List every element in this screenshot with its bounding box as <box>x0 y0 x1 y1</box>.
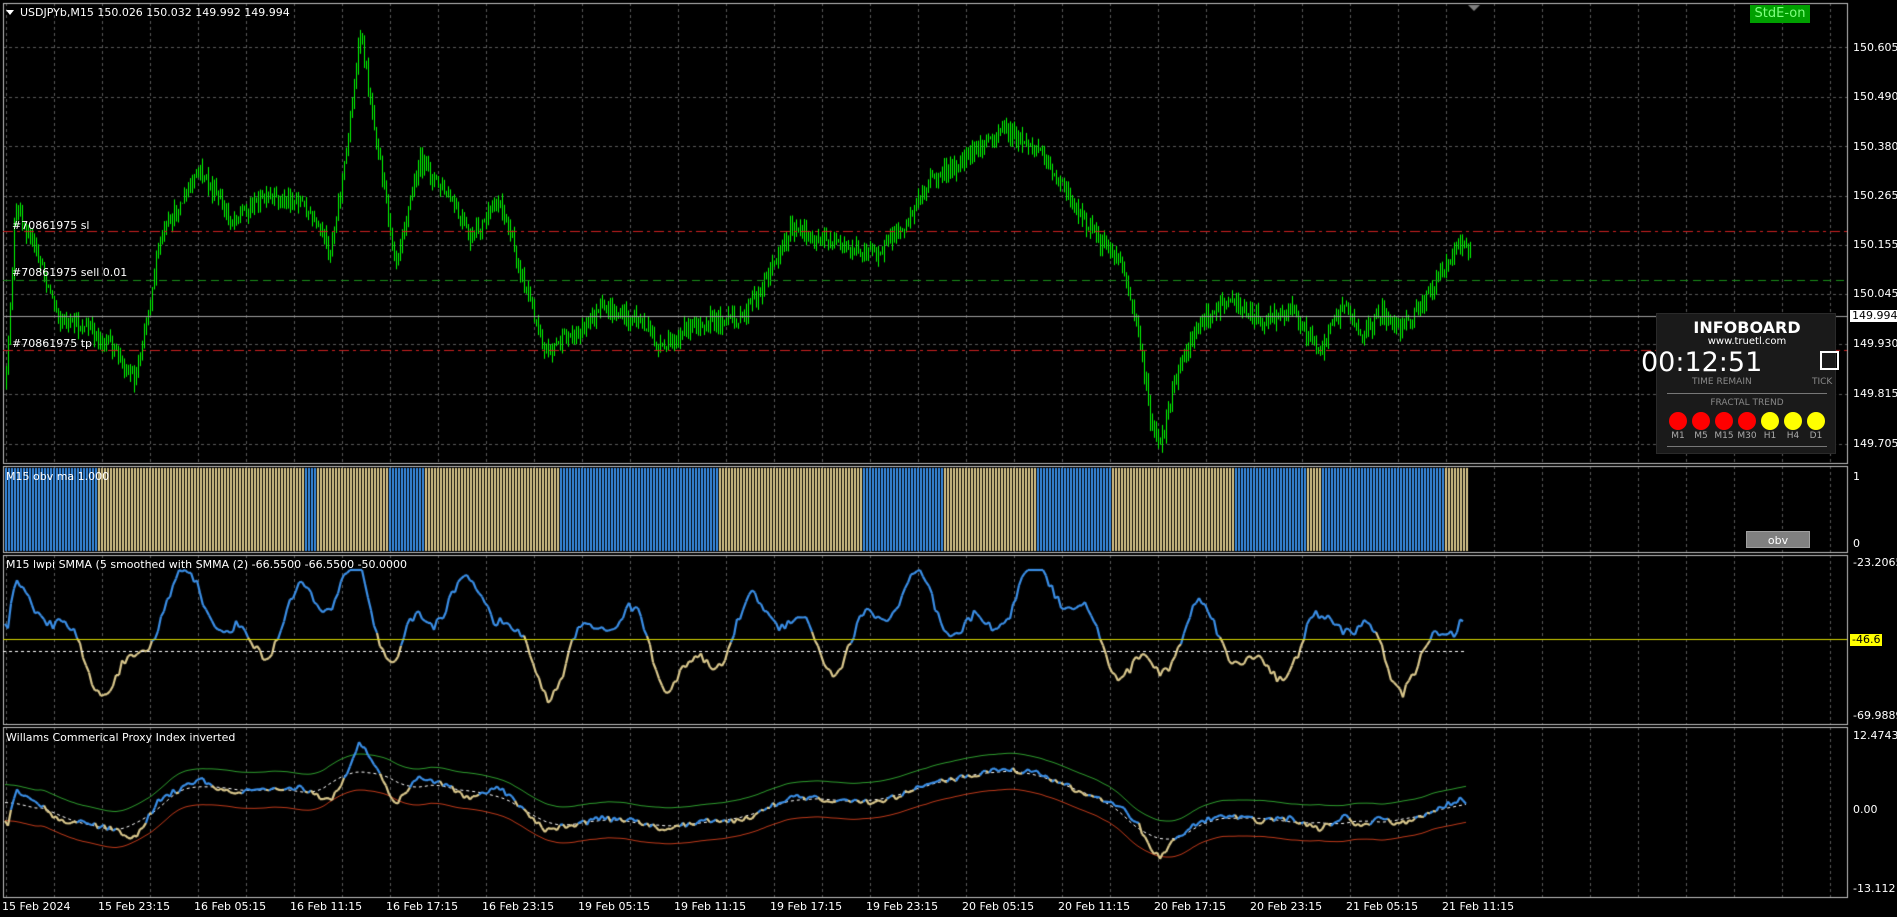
time-tick: 19 Feb 17:15 <box>770 900 843 913</box>
time-tick: 20 Feb 11:15 <box>1058 900 1131 913</box>
lwpi-panel-title: M15 lwpi SMMA (5 smoothed with SMMA (2) … <box>6 558 408 571</box>
obv-panel-title: M15 obv ma 1.000 <box>6 470 110 483</box>
symbol-header: USDJPYb,M15 150.026 150.032 149.992 149.… <box>20 6 290 19</box>
stde-badge[interactable]: StdE-on <box>1750 5 1810 23</box>
trend-dot-h1 <box>1761 412 1779 430</box>
price-tick: 150.045 <box>1853 287 1897 300</box>
infoboard-timer: 00:12:51 <box>1641 347 1763 378</box>
price-tick: 150.380 <box>1853 140 1897 153</box>
time-tick: 19 Feb 23:15 <box>866 900 939 913</box>
trend-dot-d1 <box>1807 412 1825 430</box>
trend-label-m30: M30 <box>1737 431 1757 441</box>
time-tick: 20 Feb 05:15 <box>962 900 1035 913</box>
trend-dot-m1 <box>1669 412 1687 430</box>
timer-caption: TIME REMAIN <box>1692 377 1752 387</box>
trend-dot-m30 <box>1738 412 1756 430</box>
trend-label-d1: D1 <box>1809 431 1823 441</box>
wcpi-axis-bottom: -13.112 <box>1853 882 1896 895</box>
obv-button[interactable]: obv <box>1746 531 1810 548</box>
tick-caption: TICK <box>1812 377 1833 387</box>
time-tick: 21 Feb 05:15 <box>1346 900 1419 913</box>
price-tick: 150.155 <box>1853 238 1897 251</box>
trend-label-h4: H4 <box>1786 431 1800 441</box>
lwpi-axis-bottom: -69.9889 <box>1853 709 1897 722</box>
infoboard-panel[interactable]: INFOBOARD www.truetl.com 00:12:51 TIME R… <box>1641 313 1839 454</box>
order-tp-label[interactable]: #70861975 tp <box>12 337 92 350</box>
trend-label-m15: M15 <box>1714 431 1734 441</box>
wcpi-axis-top: 12.4743 <box>1853 729 1897 742</box>
trend-dot-m5 <box>1692 412 1710 430</box>
price-tick: 150.265 <box>1853 189 1897 202</box>
lwpi-axis-top: -23.2065 <box>1853 556 1897 569</box>
lwpi-level-marker: -46.6 <box>1850 633 1883 646</box>
infoboard-url[interactable]: www.truetl.com <box>1707 336 1787 347</box>
time-tick: 15 Feb 2024 <box>2 900 71 913</box>
time-tick: 15 Feb 23:15 <box>98 900 171 913</box>
trend-label-m1: M1 <box>1671 431 1685 441</box>
price-tick: 149.705 <box>1853 437 1897 450</box>
time-tick: 16 Feb 11:15 <box>290 900 363 913</box>
divider <box>1667 393 1827 394</box>
obv-axis-top: 1 <box>1853 470 1860 483</box>
trend-label-h1: H1 <box>1763 431 1777 441</box>
time-tick: 19 Feb 11:15 <box>674 900 747 913</box>
order-sl-label[interactable]: #70861975 sl <box>12 219 90 232</box>
time-tick: 16 Feb 23:15 <box>482 900 555 913</box>
price-tick: 150.490 <box>1853 90 1897 103</box>
time-tick: 21 Feb 11:15 <box>1442 900 1515 913</box>
fractal-trend-caption: FRACTAL TREND <box>1710 398 1784 408</box>
symbol-menu-icon[interactable] <box>6 10 14 15</box>
price-tick: 149.815 <box>1853 387 1897 400</box>
obv-axis-bottom: 0 <box>1853 537 1860 550</box>
price-tick: 149.930 <box>1853 337 1897 350</box>
tick-checkbox[interactable] <box>1820 351 1839 370</box>
time-tick: 20 Feb 17:15 <box>1154 900 1227 913</box>
trend-dot-m15 <box>1715 412 1733 430</box>
wcpi-axis-mid: 0.00 <box>1853 803 1878 816</box>
price-tick: 150.605 <box>1853 41 1897 54</box>
time-tick: 16 Feb 05:15 <box>194 900 267 913</box>
time-tick: 16 Feb 17:15 <box>386 900 459 913</box>
order-sell-label[interactable]: #70861975 sell 0.01 <box>12 266 128 279</box>
trend-label-m5: M5 <box>1694 431 1708 441</box>
time-tick: 19 Feb 05:15 <box>578 900 651 913</box>
trend-dot-h4 <box>1784 412 1802 430</box>
wcpi-panel-title: Willams Commerical Proxy Index inverted <box>6 731 236 744</box>
infoboard-title: INFOBOARD <box>1693 318 1801 337</box>
current-price-marker: 149.994 <box>1850 310 1897 322</box>
divider <box>1667 446 1827 447</box>
time-tick: 20 Feb 23:15 <box>1250 900 1323 913</box>
